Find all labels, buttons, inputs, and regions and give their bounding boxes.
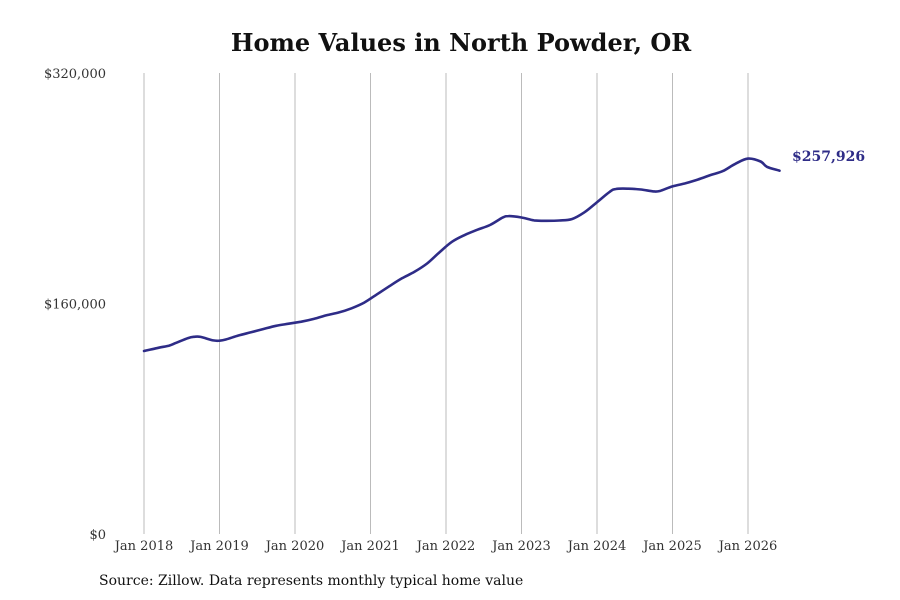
y-tick-label: $320,000 bbox=[44, 67, 106, 82]
end-value-label: $257,926 bbox=[792, 149, 865, 165]
source-note: Source: Zillow. Data represents monthly … bbox=[99, 573, 524, 589]
x-tick-label: Jan 2025 bbox=[641, 539, 702, 554]
x-tick-label: Jan 2023 bbox=[490, 539, 551, 554]
series-line bbox=[142, 157, 781, 353]
gridlines bbox=[143, 73, 749, 534]
y-tick-label: $0 bbox=[89, 528, 106, 543]
x-tick-label: Jan 2022 bbox=[415, 539, 476, 554]
end-label-layer: $257,926 bbox=[792, 149, 865, 165]
x-tick-label: Jan 2018 bbox=[113, 539, 174, 554]
x-tick-label: Jan 2020 bbox=[264, 539, 325, 554]
y-axis-ticks: $0 $160,000 $320,000 bbox=[44, 67, 106, 543]
series-layer bbox=[142, 157, 781, 353]
y-tick-label: $160,000 bbox=[44, 298, 106, 313]
x-axis-ticks: Jan 2018 Jan 2019 Jan 2020 Jan 2021 Jan 2022… bbox=[113, 539, 778, 554]
x-tick-label: Jan 2021 bbox=[339, 539, 400, 554]
x-tick-label: Jan 2026 bbox=[717, 539, 778, 554]
x-tick-label: Jan 2024 bbox=[566, 539, 627, 554]
x-tick-label: Jan 2019 bbox=[188, 539, 249, 554]
chart-title: Home Values in North Powder, OR bbox=[230, 28, 692, 57]
